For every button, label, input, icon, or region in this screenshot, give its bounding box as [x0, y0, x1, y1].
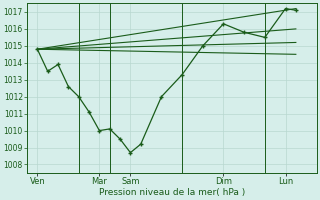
X-axis label: Pression niveau de la mer( hPa ): Pression niveau de la mer( hPa ) — [99, 188, 245, 197]
